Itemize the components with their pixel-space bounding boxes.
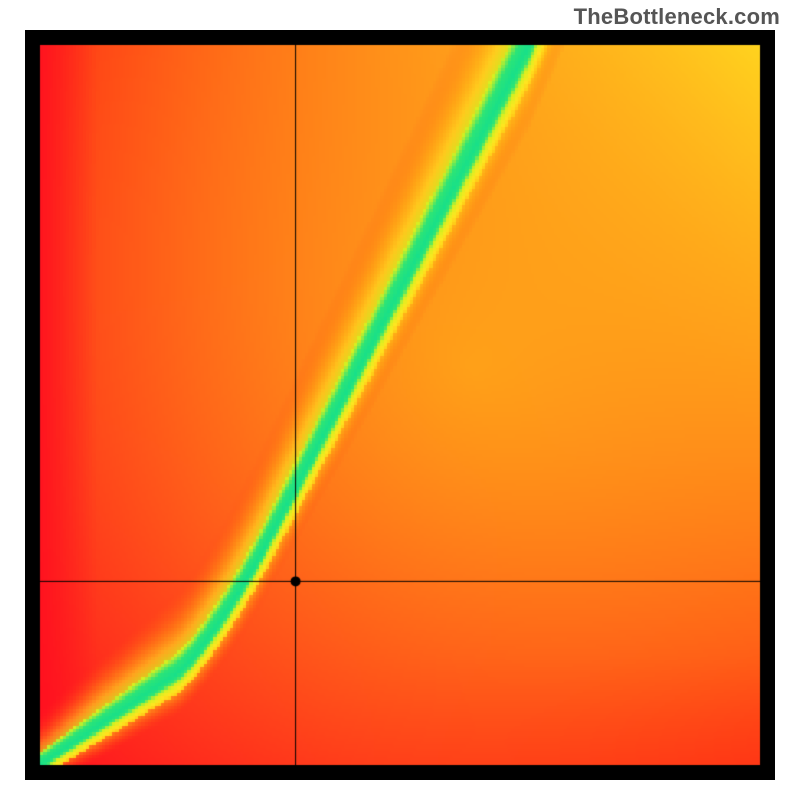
plot-area <box>25 30 775 780</box>
heatmap-canvas <box>25 30 775 780</box>
chart-container: TheBottleneck.com <box>0 0 800 800</box>
watermark-text: TheBottleneck.com <box>574 4 780 30</box>
